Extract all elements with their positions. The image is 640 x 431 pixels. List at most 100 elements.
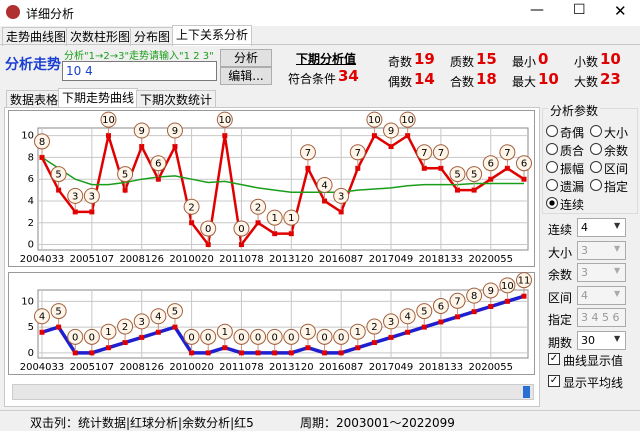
value-label: 7 [305,148,311,159]
radio-label: 余数 [604,144,629,158]
dropdown-arrow[interactable]: ▼ [614,333,621,343]
label-balloon [416,303,433,320]
x-tick-label: 2005107 [70,362,115,373]
scrollbar[interactable] [12,384,534,400]
label-balloon [150,308,167,325]
value-label: 5 [471,170,477,181]
dropdown-arrow[interactable]: ▼ [614,243,621,253]
x-tick-label: 2013120 [269,362,314,373]
x-tick-label: 2018133 [419,254,464,265]
field-input[interactable]: 3 [577,263,626,282]
point [172,324,178,330]
label-balloon [50,303,67,320]
field-input[interactable]: 4 [577,285,626,305]
value-label: 5 [172,307,178,318]
point [39,154,45,160]
value-label: 5 [55,307,61,318]
field-label: 大小 [548,245,573,260]
app-icon [6,5,20,19]
dropdown-arrow[interactable]: ▼ [614,221,621,230]
point [471,309,477,315]
label-balloon [399,111,416,128]
x-tick-label: 2017049 [369,254,414,265]
point [305,345,311,351]
label-balloon [349,144,366,161]
label-balloon [117,166,134,183]
field-label: 连续 [548,223,573,237]
point [438,319,444,325]
field-input[interactable]: 30 [577,330,626,350]
field-input[interactable]: 3 [577,240,626,260]
point [238,350,244,356]
value-label: 7 [438,148,444,159]
tab-active[interactable]: 上下关系分析 [172,25,253,46]
label-balloon [100,323,117,340]
subtab-active[interactable]: 下期走势曲线 [58,88,139,109]
subtab[interactable]: 数据表格 [6,90,63,109]
tab[interactable]: 次数柱形图 [66,27,135,46]
edit-button[interactable]: 编辑... [220,67,272,85]
radio[interactable] [590,125,602,137]
maximize[interactable]: ☐ [573,2,586,18]
stat-label: 质数 [450,55,475,69]
label-balloon [216,111,233,128]
radio[interactable] [590,161,602,173]
radio-label: 质合 [560,144,585,158]
tab[interactable]: 分布图 [130,27,175,46]
radio[interactable] [546,197,558,209]
point [405,133,411,139]
field-input[interactable]: 3 4 5 6 [577,308,626,327]
point [421,324,427,330]
value-label: 4 [39,312,45,323]
label-balloon [233,328,250,345]
y-tick-label: 0 [28,348,34,359]
input[interactable]: 10 4 [62,61,217,81]
label-balloon [299,323,316,340]
dropdown-arrow[interactable]: ▼ [614,266,621,275]
analyze-button[interactable]: 分析 [220,49,272,67]
label-balloon [183,198,200,215]
label-balloon [466,166,483,183]
value-label: 5 [454,170,460,181]
checkbox[interactable]: ✓ [548,353,560,365]
radio[interactable] [546,161,558,173]
point [39,329,45,335]
radio-label: 区间 [604,162,629,176]
point [521,176,527,182]
field-input[interactable]: 4 [577,218,626,237]
value-label: 9 [139,126,145,137]
stat-value: 0 [538,50,549,68]
value-label: 8 [471,291,477,302]
stat-label: 小数 [574,55,599,69]
series-line [41,156,524,194]
label-balloon [316,328,333,345]
checkbox-label: 曲线显示值 [563,354,624,368]
value-label: 1 [222,327,228,338]
label-balloon [416,144,433,161]
stat-label: 奇数 [388,55,413,69]
close[interactable]: ✕ [614,2,627,20]
point [122,187,128,193]
point [521,293,527,299]
subtab[interactable]: 下期次数统计 [136,90,217,109]
radio[interactable] [590,179,602,191]
point [355,345,361,351]
label-balloon [67,187,84,204]
point [155,176,161,182]
label-balloon [250,328,267,345]
value-label: 0 [238,332,244,343]
field-label: 指定 [548,313,573,327]
tab[interactable]: 走势曲线图 [2,27,71,46]
minimize[interactable]: — [530,2,544,18]
window-title: 详细分析 [26,7,75,21]
next-title: 下期分析值 [296,52,357,66]
radio[interactable] [590,143,602,155]
point [504,165,510,171]
checkbox[interactable]: ✓ [548,375,560,387]
radio[interactable] [546,125,558,137]
radio[interactable] [546,179,558,191]
radio[interactable] [546,143,558,155]
dropdown-arrow[interactable]: ▼ [614,288,621,298]
point [139,334,145,340]
stat-value: 10 [538,70,559,88]
